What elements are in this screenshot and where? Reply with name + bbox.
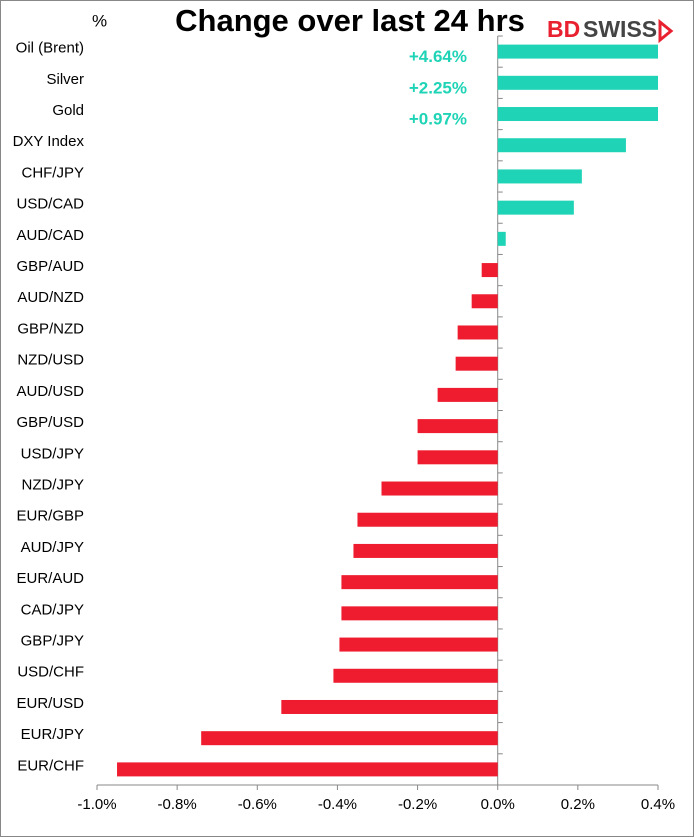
x-tick-label: -0.2% xyxy=(398,796,437,813)
y-tick-label: DXY Index xyxy=(13,133,85,150)
x-tick-label: 0.4% xyxy=(641,796,675,813)
y-tick-label: EUR/CHF xyxy=(17,757,84,774)
y-tick-label: Oil (Brent) xyxy=(16,40,84,57)
bar xyxy=(457,325,498,340)
y-tick-label: AUD/NZD xyxy=(17,289,84,306)
bar xyxy=(417,450,498,465)
logo-left: BD xyxy=(547,16,580,42)
logo-icon xyxy=(658,18,674,44)
x-tick-label: -0.8% xyxy=(158,796,197,813)
y-tick-label: CAD/JPY xyxy=(21,601,84,618)
bar xyxy=(497,231,506,246)
y-tick-label: USD/CAD xyxy=(16,196,84,213)
bar xyxy=(281,699,498,714)
y-tick-label: GBP/JPY xyxy=(21,633,84,650)
bar xyxy=(201,731,498,746)
bar xyxy=(497,138,626,153)
y-tick-label: EUR/USD xyxy=(16,695,84,712)
logo: BD SWISS xyxy=(547,16,674,44)
y-tick-label: GBP/NZD xyxy=(17,320,84,337)
bar xyxy=(353,543,498,558)
y-tick-label: NZD/USD xyxy=(17,352,84,369)
y-tick-label: GBP/AUD xyxy=(16,258,84,275)
unit-label: % xyxy=(92,11,107,30)
logo-right: SWISS xyxy=(583,16,657,42)
bar xyxy=(471,294,498,309)
x-tick-label: -1.0% xyxy=(77,796,116,813)
chart-title: Change over last 24 hrs xyxy=(175,3,525,38)
y-tick-label: GBP/USD xyxy=(16,414,84,431)
y-tick-label: AUD/USD xyxy=(16,383,84,400)
bar xyxy=(357,512,498,527)
y-tick-label: EUR/JPY xyxy=(21,726,84,743)
y-tick-label: CHF/JPY xyxy=(21,164,84,181)
y-tick-label: EUR/AUD xyxy=(16,570,84,587)
bar xyxy=(497,169,582,184)
x-tick-label: -0.4% xyxy=(318,796,357,813)
bar xyxy=(437,387,498,402)
bar xyxy=(481,263,498,278)
bar xyxy=(381,481,498,496)
bar xyxy=(333,668,498,683)
value-label: +0.97% xyxy=(409,110,467,129)
bar xyxy=(341,575,498,590)
bar xyxy=(497,44,658,59)
y-tick-label: AUD/JPY xyxy=(21,539,84,556)
y-tick-label: USD/CHF xyxy=(17,664,84,681)
bar xyxy=(339,637,498,652)
bar xyxy=(497,107,658,122)
y-tick-label: Silver xyxy=(46,71,84,88)
bar xyxy=(341,606,498,621)
bars xyxy=(117,44,658,777)
x-tick-label: -0.6% xyxy=(238,796,277,813)
y-tick-label: USD/JPY xyxy=(21,445,84,462)
value-label: +2.25% xyxy=(409,78,467,97)
value-label: +4.64% xyxy=(409,47,467,66)
x-tick-label: 0.0% xyxy=(481,796,515,813)
bar xyxy=(497,200,574,215)
y-tick-label: NZD/JPY xyxy=(21,476,84,493)
y-tick-label: Gold xyxy=(52,102,84,119)
y-tick-label: AUD/CAD xyxy=(16,227,84,244)
bar xyxy=(497,75,658,90)
bar xyxy=(117,762,498,777)
bar xyxy=(455,356,498,371)
y-tick-label: EUR/GBP xyxy=(16,508,84,525)
x-tick-label: 0.2% xyxy=(561,796,595,813)
bar xyxy=(417,419,498,434)
